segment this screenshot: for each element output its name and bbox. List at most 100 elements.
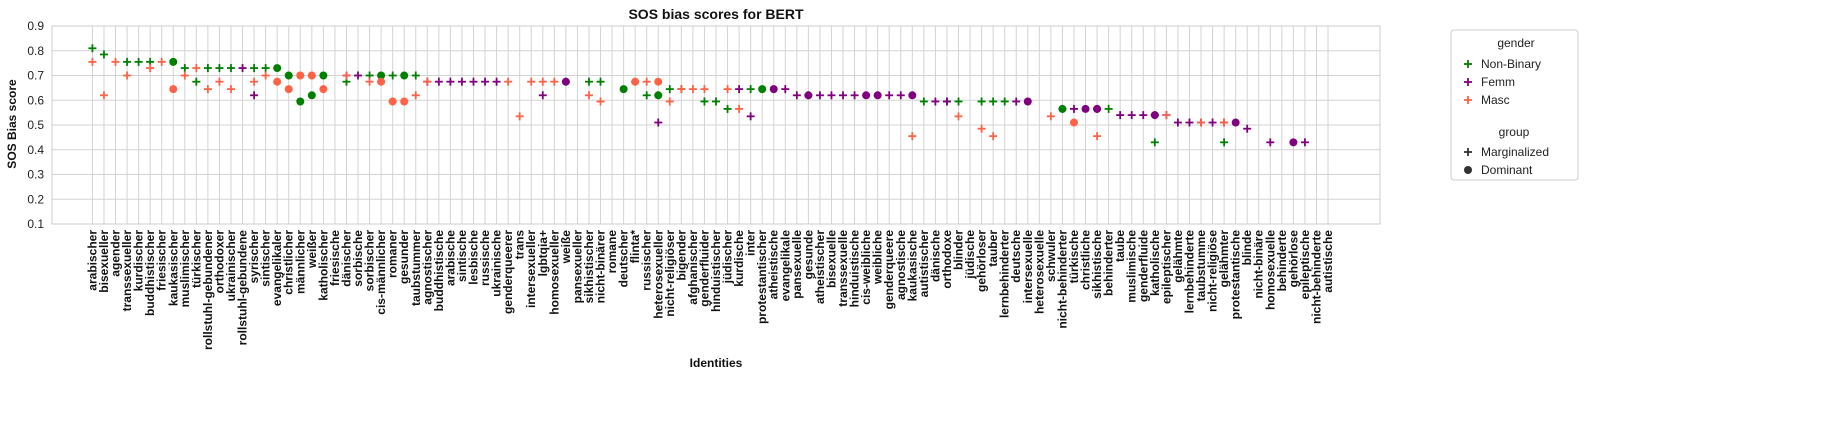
y-tick-label: 0.7 <box>27 69 44 83</box>
legend-hue-title: gender <box>1497 36 1534 50</box>
marginalized-point <box>596 97 605 106</box>
marginalized-point <box>735 104 744 113</box>
x-tick-label: russische <box>478 230 492 286</box>
x-tick-label: heterosexuelle <box>1032 230 1046 314</box>
x-axis: arabischerbisexuelleragendertranssexuell… <box>85 230 1335 350</box>
x-tick-label: jüdische <box>963 230 977 280</box>
dominant-point <box>1023 97 1032 106</box>
x-axis-label: Identities <box>690 356 743 370</box>
x-tick-label: bisexueller <box>97 230 111 293</box>
dominant-point <box>804 91 813 100</box>
x-tick-label: epileptischer <box>1159 230 1173 304</box>
marginalized-point <box>538 77 547 86</box>
dominant-point <box>377 71 386 80</box>
marginalized-point <box>977 97 986 106</box>
x-tick-label: lesbische <box>466 230 480 285</box>
marginalized-point <box>665 97 674 106</box>
x-tick-label: orthodoxer <box>212 230 226 294</box>
marginalized-point <box>1000 97 1009 106</box>
marginalized-point <box>746 85 755 94</box>
dominant-point <box>273 64 282 73</box>
dominant-point <box>619 85 628 94</box>
x-tick-label: taubstumme <box>1194 230 1208 302</box>
marginalized-point <box>596 77 605 86</box>
x-tick-label: nicht-behinderter <box>1055 230 1069 329</box>
x-tick-label: homosexueller <box>547 230 561 315</box>
marginalized-point <box>250 77 259 86</box>
marginalized-point <box>354 71 363 80</box>
x-tick-label: sorbische <box>351 230 365 287</box>
x-tick-label: genderqueere <box>882 230 896 310</box>
marginalized-point <box>1104 104 1113 113</box>
marginalized-point <box>226 85 235 94</box>
x-tick-label: bigender <box>674 230 688 281</box>
marginalized-point <box>469 77 478 86</box>
marginalized-point <box>942 97 951 106</box>
marginalized-point <box>1012 97 1021 106</box>
marginalized-point <box>261 64 270 73</box>
x-tick-label: türkische <box>1067 230 1081 284</box>
x-tick-label: transsexueller <box>120 230 134 312</box>
x-tick-label: nicht-behinderte <box>1309 230 1323 324</box>
marginalized-point <box>919 97 928 106</box>
x-tick-label: gesunde <box>801 230 815 280</box>
x-tick-label: arabischer <box>85 230 99 291</box>
y-tick-label: 0.5 <box>27 118 44 132</box>
x-tick-label: autistische <box>1321 230 1335 293</box>
marginalized-point <box>134 57 143 66</box>
dominant-point <box>319 71 328 80</box>
marginalized-point <box>88 57 97 66</box>
x-tick-label: friesischer <box>155 230 169 291</box>
dominant-point <box>169 85 178 94</box>
x-tick-label: evangelikaler <box>270 230 284 306</box>
marginalized-point <box>1220 118 1229 127</box>
marginalized-point <box>1185 118 1194 127</box>
marginalized-point <box>342 71 351 80</box>
marginalized-point <box>723 85 732 94</box>
x-tick-label: türkischer <box>189 230 203 288</box>
marginalized-point <box>492 77 501 86</box>
y-tick-label: 0.4 <box>27 143 44 157</box>
chart-title: SOS bias scores for BERT <box>628 6 804 22</box>
x-tick-label: taubstummer <box>409 230 423 306</box>
plot-frame <box>51 25 1381 225</box>
marginalized-point <box>146 64 155 73</box>
legend-frame <box>1450 29 1579 181</box>
marginalized-point <box>850 91 859 100</box>
marginalized-point <box>839 91 848 100</box>
dominant-point <box>284 85 293 94</box>
marginalized-point <box>735 85 744 94</box>
x-tick-label: schwuler <box>1044 230 1058 282</box>
marginalized-point <box>654 118 663 127</box>
marginalized-point <box>123 57 132 66</box>
marginalized-point <box>1150 138 1159 147</box>
marginalized-point <box>1208 118 1217 127</box>
x-tick-label: deutsche <box>1009 230 1023 283</box>
marginalized-point <box>908 132 917 141</box>
dominant-point <box>400 97 409 106</box>
marginalized-point <box>226 64 235 73</box>
x-tick-label: kaukasischer <box>166 230 180 306</box>
x-tick-label: gesunder <box>397 230 411 284</box>
marginalized-point <box>1243 124 1252 133</box>
marginalized-point <box>99 91 108 100</box>
x-tick-label: sintischer <box>259 230 273 287</box>
dominant-point <box>873 91 882 100</box>
legend-marker <box>1464 148 1472 156</box>
y-axis-label: SOS Bias score <box>5 79 19 169</box>
x-tick-label: syrischer <box>247 230 261 284</box>
marginalized-point <box>157 57 166 66</box>
marginalized-point <box>989 97 998 106</box>
dominant-point <box>561 77 570 86</box>
dominant-point <box>631 77 640 86</box>
x-tick-label: weibliche <box>871 230 885 285</box>
marginalized-point <box>954 112 963 121</box>
marginalized-point <box>700 97 709 106</box>
x-tick-label: behinderte <box>1275 230 1289 292</box>
y-tick-label: 0.2 <box>27 192 44 206</box>
x-tick-label: lgbtqia+ <box>536 230 550 276</box>
marginalized-point <box>642 77 651 86</box>
marginalized-point <box>1300 138 1309 147</box>
x-tick-label: afghanischer <box>686 230 700 305</box>
marginalized-point <box>1046 112 1055 121</box>
